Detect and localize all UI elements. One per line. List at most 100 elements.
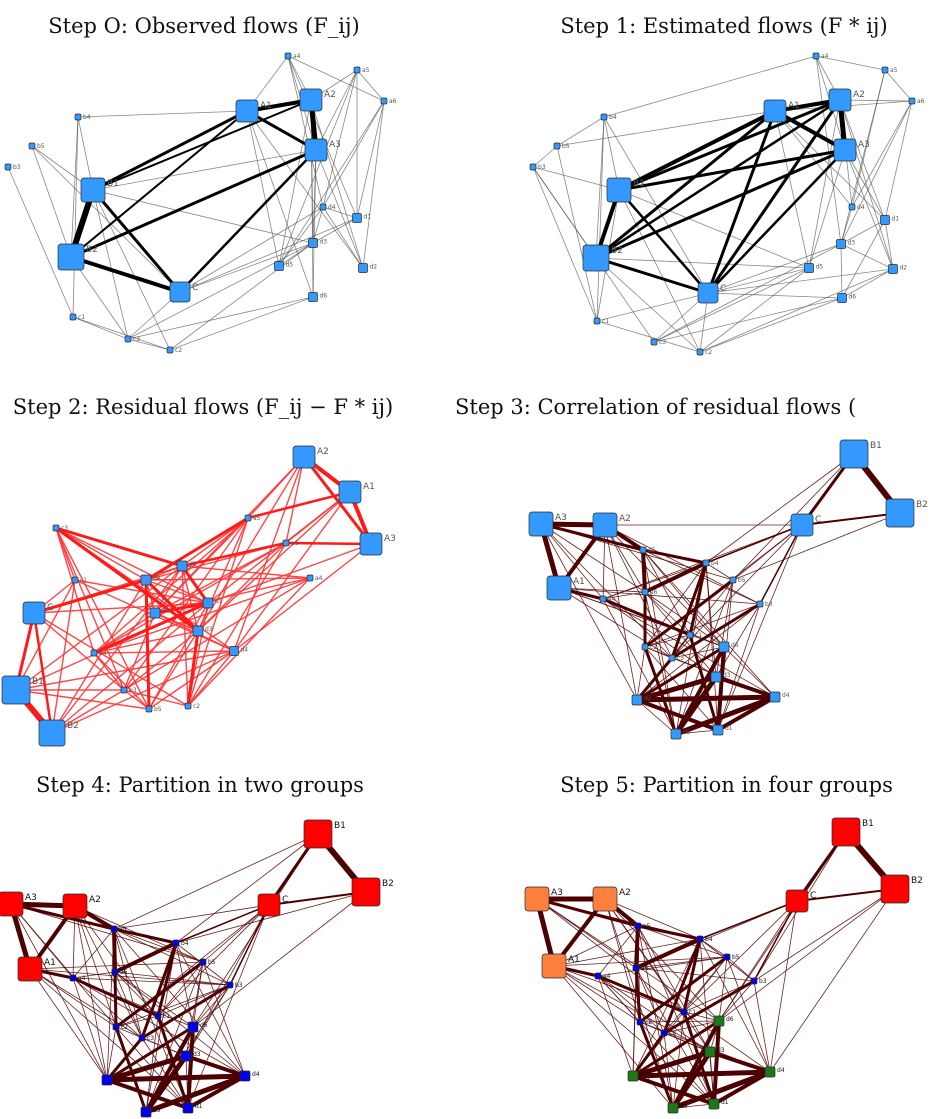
node-label-b5: b5 — [154, 706, 162, 713]
node-label-B2: B2 — [911, 876, 923, 886]
edge-line — [128, 297, 313, 339]
edge-C-b4 — [176, 905, 269, 943]
node-label-c1: c1 — [689, 1009, 696, 1016]
node-a4 — [70, 975, 76, 981]
node-c2 — [697, 349, 703, 355]
node-B2 — [583, 245, 609, 271]
node-label-A1: A1 — [363, 482, 375, 492]
node-a5 — [635, 923, 641, 929]
node-b5 — [146, 706, 152, 712]
node-label-b3: b3 — [235, 982, 243, 989]
node-d5 — [668, 1103, 678, 1113]
node-a6 — [642, 589, 648, 595]
edge-line — [700, 298, 842, 352]
node-label-c2: c2 — [121, 1024, 128, 1031]
node-label-a5: a5 — [253, 515, 261, 522]
node-a5 — [882, 67, 888, 73]
node-label-d5: d5 — [816, 264, 824, 271]
node-label-a6: a6 — [641, 965, 649, 972]
node-b4 — [75, 114, 81, 120]
node-a4 — [813, 53, 819, 59]
edge-d2-d4 — [107, 1076, 245, 1080]
node-d5 — [805, 264, 814, 273]
node-a4 — [285, 53, 291, 59]
node-label-b3: b3 — [129, 687, 137, 694]
node-c3 — [139, 1035, 145, 1041]
node-c2 — [637, 1019, 643, 1025]
edge-line — [288, 56, 323, 207]
node-label-c2: c2 — [645, 1019, 652, 1026]
node-a5 — [111, 926, 117, 932]
node-label-c3: c3 — [659, 339, 666, 346]
node-label-d3: d3 — [205, 626, 213, 633]
node-C — [786, 890, 808, 912]
edge-c3-d5 — [56, 528, 182, 566]
node-label-A3: A3 — [329, 140, 341, 150]
node-A3 — [834, 139, 856, 161]
edge-line — [30, 969, 107, 1080]
node-label-A1: A1 — [260, 101, 272, 111]
edge-line — [316, 70, 357, 150]
node-d2 — [632, 695, 642, 705]
node-label-b5: b5 — [208, 959, 216, 966]
edge-b3-c3 — [672, 604, 760, 658]
node-d1 — [183, 1103, 193, 1113]
node-label-d1: d1 — [892, 216, 900, 223]
node-B1 — [2, 676, 30, 704]
node-d5 — [275, 262, 284, 271]
node-c2 — [642, 644, 648, 650]
node-d2 — [141, 575, 151, 585]
edge-line — [841, 101, 912, 244]
edge-line — [180, 207, 323, 292]
node-label-b4: b4 — [609, 114, 617, 121]
node-label-a5: a5 — [643, 923, 651, 930]
node-a6 — [633, 965, 639, 971]
node-label-c1: c1 — [80, 577, 87, 584]
node-b4 — [697, 936, 703, 942]
node-c2 — [167, 347, 173, 353]
node-d6 — [714, 1016, 724, 1026]
edge-line — [288, 56, 357, 218]
node-label-b5: b5 — [37, 143, 45, 150]
node-label-C: C — [815, 515, 821, 525]
node-c1 — [155, 1013, 161, 1019]
node-c3 — [53, 525, 59, 531]
node-d3 — [309, 239, 318, 248]
node-label-B1: B1 — [107, 179, 119, 189]
edge-line — [727, 957, 770, 1072]
node-c3 — [669, 655, 675, 661]
node-A1 — [547, 576, 571, 600]
node-A1 — [542, 954, 566, 978]
node-label-B1: B1 — [334, 821, 346, 831]
node-b4 — [703, 560, 709, 566]
edge-line — [363, 101, 384, 268]
node-label-B2: B2 — [86, 245, 98, 255]
node-c1 — [681, 1009, 687, 1015]
node-A2 — [300, 89, 322, 111]
node-label-d2: d2 — [640, 1071, 648, 1078]
edge-line — [93, 190, 170, 350]
node-label-d1: d1 — [725, 725, 733, 732]
node-c1 — [687, 632, 693, 638]
node-B2 — [881, 875, 909, 903]
node-label-A1: A1 — [44, 958, 56, 968]
node-label-d2: d2 — [644, 695, 652, 702]
edge-line — [706, 454, 854, 563]
node-B1 — [81, 178, 105, 202]
node-label-A2: A2 — [619, 514, 631, 524]
node-d4 — [849, 204, 855, 210]
node-label-d4: d4 — [857, 204, 865, 211]
node-d4 — [230, 647, 239, 656]
edge-line — [279, 243, 313, 266]
edge-line — [188, 578, 310, 706]
node-b4 — [173, 940, 179, 946]
edge-line — [885, 70, 912, 101]
node-label-a5: a5 — [890, 67, 898, 74]
node-d4 — [240, 1071, 250, 1081]
node-d4 — [770, 692, 780, 702]
node-d1 — [713, 725, 723, 735]
node-A2 — [829, 89, 851, 111]
node-A3 — [305, 139, 327, 161]
edge-line — [357, 101, 384, 218]
node-label-d6: d6 — [320, 293, 328, 300]
